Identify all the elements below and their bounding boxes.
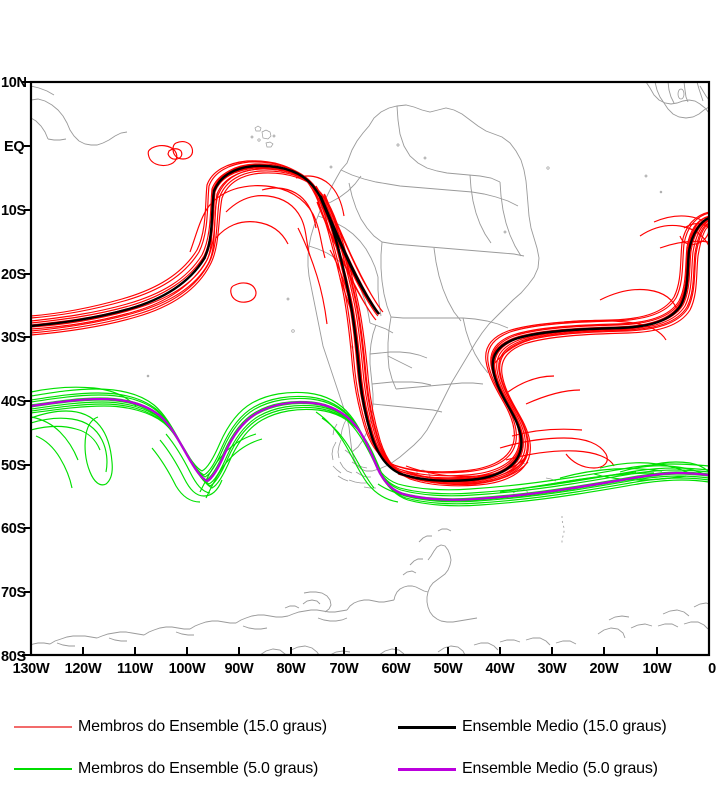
- xtick-label: 130W: [13, 661, 50, 677]
- legend-swatch-members-5c: [14, 768, 72, 770]
- ytick-label: 20S: [1, 267, 27, 283]
- xtick-label: 0: [708, 661, 716, 677]
- ytick-label: 30S: [1, 330, 27, 346]
- legend-swatch-mean-15c: [398, 725, 456, 729]
- legend-item-members-5c: Membros do Ensemble (5.0 graus): [14, 752, 318, 786]
- chart-legend: Membros do Ensemble (15.0 graus) Ensembl…: [0, 694, 725, 792]
- ytick-label: 10N: [1, 75, 27, 91]
- xtick-label: 80W: [277, 661, 307, 677]
- xtick-label: 50W: [434, 661, 464, 677]
- xtick-label: 10W: [643, 661, 673, 677]
- legend-item-mean-15c: Ensemble Medio (15.0 graus): [398, 710, 667, 744]
- ytick-label: 60S: [1, 521, 27, 537]
- legend-item-mean-5c: Ensemble Medio (5.0 graus): [398, 752, 658, 786]
- xtick-label: 90W: [225, 661, 255, 677]
- legend-label-mean-5c: Ensemble Medio (5.0 graus): [462, 760, 658, 777]
- ytick-label: 50S: [1, 458, 27, 474]
- xtick-label: 70W: [330, 661, 360, 677]
- ytick-label: EQ: [4, 139, 24, 155]
- xtick-label: 30W: [538, 661, 568, 677]
- map-canvas: 10N EQ 10S 20S 30S 40S 50S 60S 70S 80S 1…: [1, 75, 717, 677]
- legend-swatch-mean-5c: [398, 767, 456, 771]
- ytick-label: 40S: [1, 394, 27, 410]
- legend-label-members-15c: Membros do Ensemble (15.0 graus): [78, 718, 327, 735]
- xtick-label: 40W: [486, 661, 516, 677]
- ensemble-mean-15c: [31, 164, 709, 482]
- spaghetti-plot: 10N EQ 10S 20S 30S 40S 50S 60S 70S 80S 1…: [1, 75, 717, 677]
- xtick-label: 120W: [65, 661, 102, 677]
- legend-label-mean-15c: Ensemble Medio (15.0 graus): [462, 718, 667, 735]
- ytick-label: 10S: [1, 203, 27, 219]
- legend-swatch-members-15c: [14, 726, 72, 728]
- plot-frame: [22, 80, 711, 657]
- xtick-label: 20W: [590, 661, 620, 677]
- axis-tick-labels: 10N EQ 10S 20S 30S 40S 50S 60S 70S 80S 1…: [1, 75, 716, 677]
- ensemble-mean-5c: [31, 397, 709, 501]
- xtick-label: 100W: [169, 661, 206, 677]
- legend-item-members-15c: Membros do Ensemble (15.0 graus): [14, 710, 327, 744]
- ytick-label: 80S: [1, 649, 27, 665]
- ytick-label: 70S: [1, 585, 27, 601]
- legend-label-members-5c: Membros do Ensemble (5.0 graus): [78, 760, 319, 777]
- xtick-label: 110W: [117, 661, 153, 677]
- coastline-layer: [31, 82, 709, 655]
- xtick-label: 60W: [382, 661, 412, 677]
